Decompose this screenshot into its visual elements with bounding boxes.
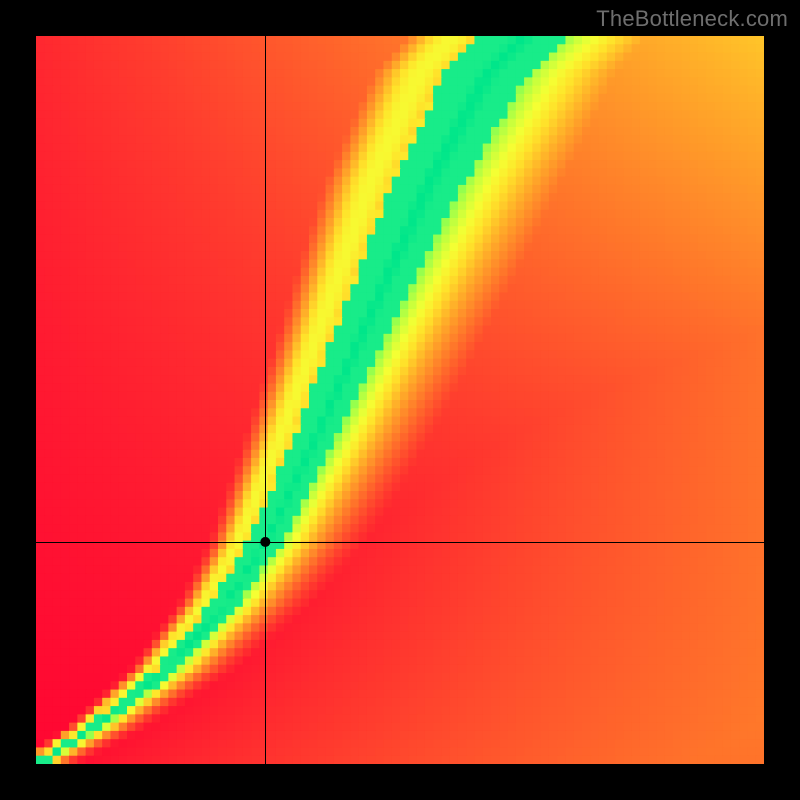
- watermark-text: TheBottleneck.com: [596, 6, 788, 32]
- bottleneck-heatmap: [0, 0, 800, 800]
- chart-container: TheBottleneck.com: [0, 0, 800, 800]
